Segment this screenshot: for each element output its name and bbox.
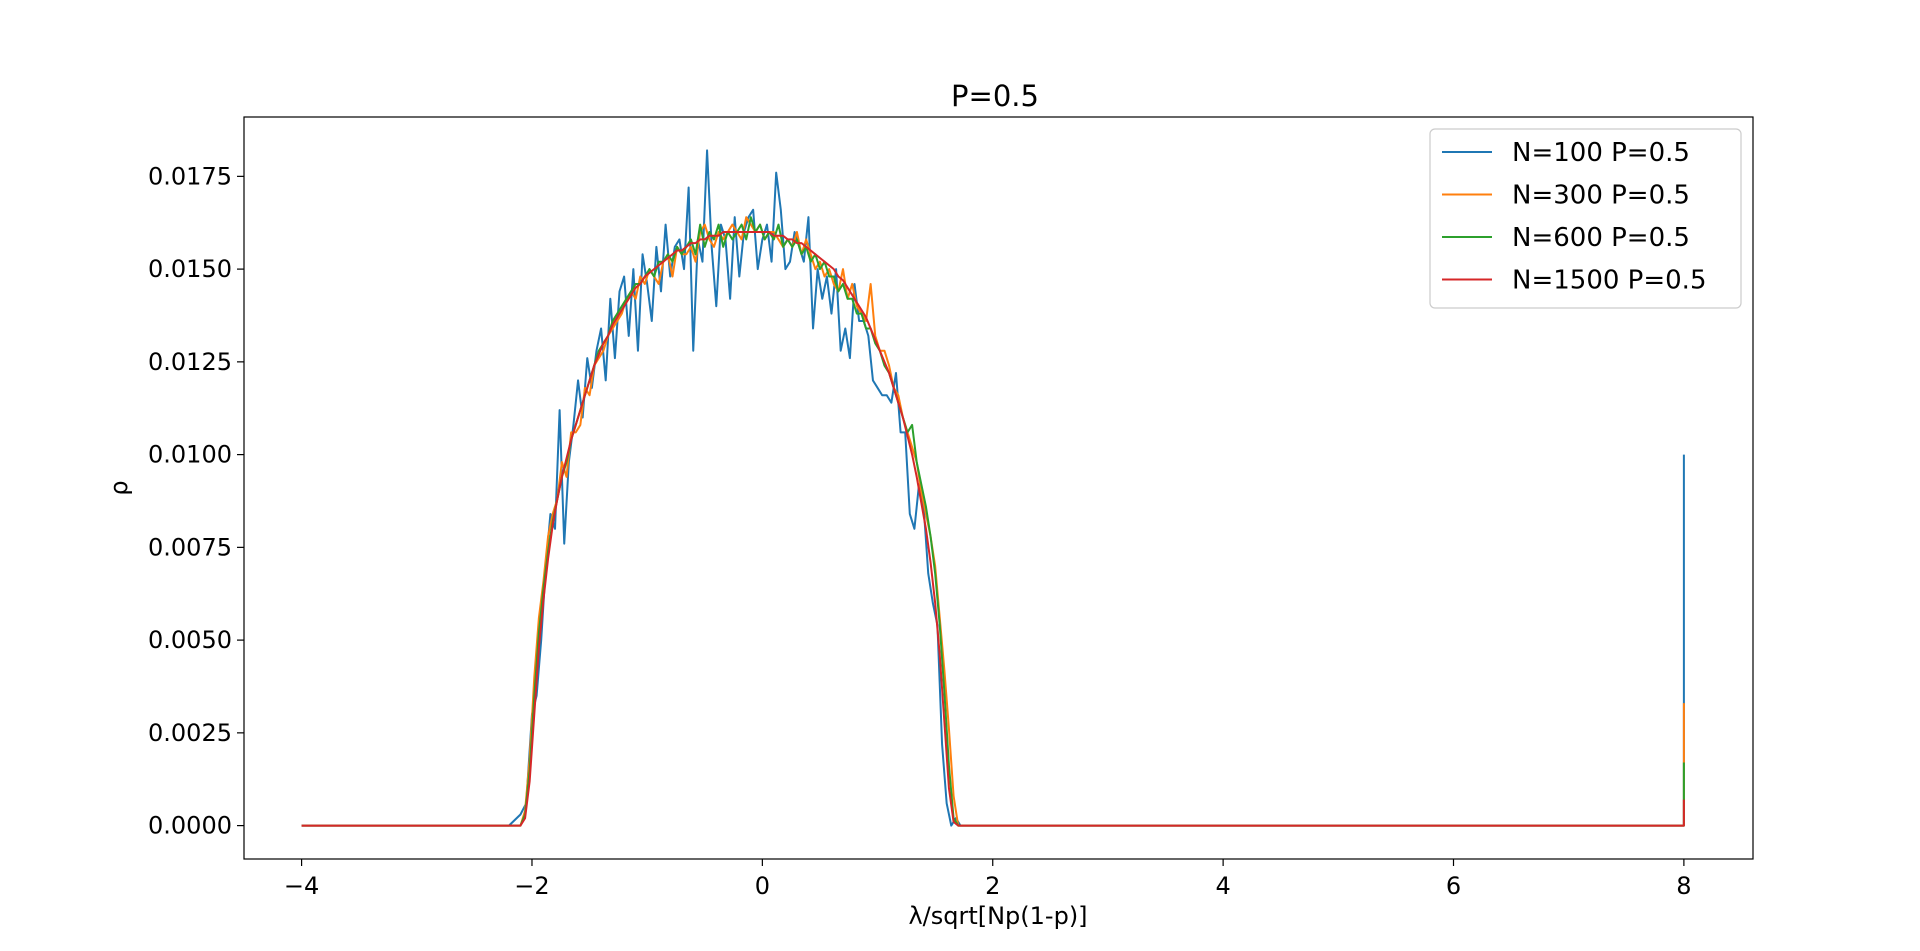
y-axis-label: ρ	[105, 480, 133, 495]
series-line	[301, 231, 1685, 827]
plot-area	[243, 116, 1754, 860]
y-tick-label: 0.0075	[148, 533, 232, 561]
y-tick-label: 0.0175	[148, 162, 232, 190]
legend-label: N=300 P=0.5	[1512, 181, 1690, 211]
series-group	[301, 149, 1685, 827]
x-tick-label: 8	[1676, 872, 1691, 900]
legend-label: N=100 P=0.5	[1512, 138, 1690, 168]
x-tick-label: −4	[284, 872, 319, 900]
x-tick-label: 6	[1446, 872, 1461, 900]
chart-title: P=0.5	[951, 79, 1039, 113]
x-tick-label: −2	[514, 872, 549, 900]
y-tick-label: 0.0100	[148, 441, 232, 469]
plot-frame	[243, 116, 1754, 860]
y-tick-label: 0.0125	[148, 348, 232, 376]
x-axis-label: λ/sqrt[Np(1-p)]	[908, 902, 1087, 930]
y-tick-label: 0.0050	[148, 626, 232, 654]
x-axis: −4 −2 0 2 4 6 8	[284, 859, 1692, 900]
legend: N=100 P=0.5 N=300 P=0.5 N=600 P=0.5 N=1500 …	[1429, 128, 1742, 309]
legend-label: N=600 P=0.5	[1512, 223, 1690, 253]
y-tick-label: 0.0000	[148, 812, 232, 840]
legend-label: N=1500 P=0.5	[1512, 266, 1706, 296]
y-axis: 0.0000 0.0025 0.0050 0.0075 0.0100 0.0125 0.01…	[148, 162, 244, 840]
x-tick-label: 2	[985, 872, 1000, 900]
x-tick-label: 0	[755, 872, 770, 900]
x-tick-label: 4	[1215, 872, 1230, 900]
y-tick-label: 0.0150	[148, 255, 232, 283]
legend-box	[1429, 128, 1742, 309]
y-tick-label: 0.0025	[148, 719, 232, 747]
